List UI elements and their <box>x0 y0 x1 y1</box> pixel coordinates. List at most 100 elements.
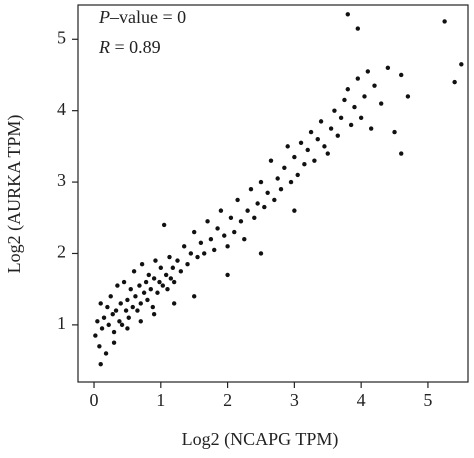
point <box>308 129 314 135</box>
point <box>148 286 153 292</box>
annotation-text: –value = 0 <box>109 7 186 27</box>
annotation: P–value = 0 <box>98 7 186 27</box>
point <box>195 254 200 260</box>
point <box>288 179 294 185</box>
point <box>405 94 411 99</box>
point <box>167 254 172 260</box>
point <box>93 333 98 338</box>
point <box>143 279 149 285</box>
point <box>123 308 129 313</box>
point <box>153 258 158 263</box>
point <box>137 283 142 288</box>
point <box>171 301 177 306</box>
point <box>442 19 447 24</box>
point <box>165 286 170 292</box>
point <box>315 137 320 142</box>
point <box>452 79 457 85</box>
point <box>228 215 234 220</box>
point <box>191 229 197 235</box>
point <box>378 101 384 106</box>
point <box>218 208 224 213</box>
point <box>150 304 155 310</box>
point <box>98 361 103 367</box>
annotation-text: = 0.89 <box>110 37 161 57</box>
point <box>225 244 230 249</box>
point <box>202 251 207 256</box>
point <box>158 265 164 270</box>
point <box>232 229 237 235</box>
point <box>99 326 105 331</box>
point <box>145 297 150 303</box>
point <box>245 208 250 213</box>
point <box>119 322 125 328</box>
point <box>125 326 130 331</box>
x-tick-label: 2 <box>223 390 232 410</box>
point <box>171 279 177 285</box>
point <box>205 219 210 224</box>
point <box>352 104 357 110</box>
point <box>108 294 113 299</box>
point <box>126 315 131 320</box>
y-tick-label: 1 <box>57 313 66 333</box>
point <box>365 69 371 74</box>
point <box>138 319 143 324</box>
point <box>106 322 111 328</box>
x-tick-label: 3 <box>290 390 299 410</box>
point <box>118 301 123 306</box>
point <box>282 165 287 170</box>
point <box>125 297 130 303</box>
point <box>312 158 317 163</box>
point <box>98 301 103 306</box>
point <box>181 244 187 249</box>
point <box>392 129 397 135</box>
point <box>101 315 107 320</box>
x-axis-label: Log2 (NCAPG TPM) <box>182 429 339 450</box>
point <box>265 190 270 195</box>
point <box>151 276 157 281</box>
point <box>131 269 137 274</box>
point <box>322 144 327 149</box>
point <box>188 251 194 256</box>
point <box>318 119 324 124</box>
point <box>161 222 167 228</box>
point <box>110 311 115 317</box>
point <box>113 308 119 313</box>
point <box>295 172 300 178</box>
point <box>292 208 297 213</box>
point <box>355 26 361 31</box>
point <box>105 304 110 310</box>
point <box>135 308 140 313</box>
point <box>358 115 364 121</box>
point <box>332 108 337 113</box>
annotation-italic: R <box>98 37 110 57</box>
y-tick-label: 2 <box>57 242 66 262</box>
point <box>160 283 166 288</box>
point <box>355 76 361 81</box>
point <box>399 151 404 156</box>
point <box>198 240 204 245</box>
point <box>328 126 334 131</box>
point <box>178 269 184 274</box>
point <box>141 290 147 295</box>
point <box>111 329 117 335</box>
point <box>305 147 310 153</box>
point <box>325 151 330 156</box>
point <box>335 133 340 138</box>
point <box>399 72 404 78</box>
point <box>368 126 374 131</box>
point <box>215 226 220 231</box>
point <box>298 140 304 146</box>
point <box>238 219 244 224</box>
plot-frame <box>77 4 469 383</box>
point <box>302 162 307 167</box>
point <box>95 319 100 324</box>
point <box>258 251 264 256</box>
point <box>262 204 267 210</box>
point <box>121 279 127 285</box>
point <box>459 62 464 67</box>
x-tick-label: 4 <box>357 390 366 410</box>
point <box>191 294 197 299</box>
y-tick-label: 4 <box>57 99 66 119</box>
point <box>163 272 169 278</box>
point <box>348 122 354 128</box>
